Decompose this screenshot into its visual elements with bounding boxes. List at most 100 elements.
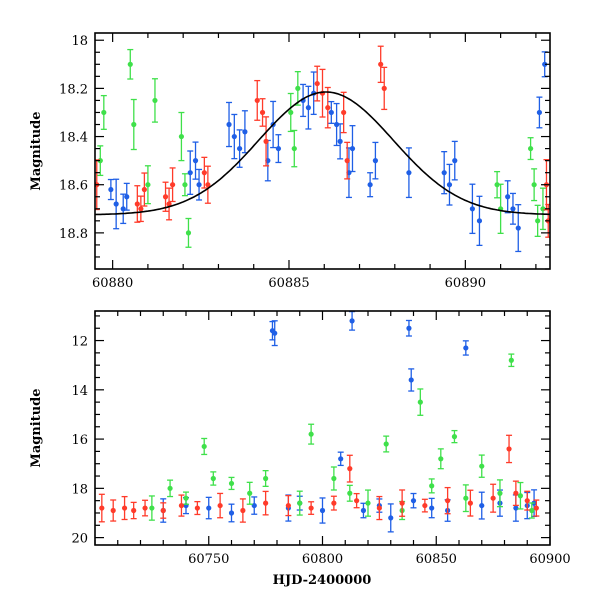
top-plot-area <box>95 45 550 253</box>
marker <box>349 145 356 152</box>
top-frame <box>94 32 551 270</box>
marker <box>406 170 412 176</box>
x-tick-label: 60800 <box>302 552 343 567</box>
marker <box>540 206 546 212</box>
green-point <box>528 502 535 519</box>
blue-point <box>192 141 199 180</box>
red-point <box>353 492 360 509</box>
marker <box>254 97 260 104</box>
marker <box>451 434 458 440</box>
blue-point <box>469 183 476 235</box>
marker <box>441 170 447 176</box>
blue-point <box>536 96 543 129</box>
marker <box>429 505 435 511</box>
green-point <box>494 170 501 199</box>
marker <box>166 201 172 207</box>
marker <box>445 498 451 504</box>
marker <box>308 431 314 437</box>
marker <box>325 105 331 111</box>
marker <box>217 502 223 509</box>
marker <box>337 138 343 144</box>
marker <box>494 182 500 188</box>
blue-point <box>515 204 522 253</box>
marker <box>101 109 107 116</box>
marker <box>528 145 534 152</box>
red-point <box>399 489 406 517</box>
marker <box>513 505 519 511</box>
red-point <box>178 494 185 517</box>
marker <box>367 182 373 188</box>
green-point <box>517 481 524 510</box>
x-tick-label: 60885 <box>268 276 309 291</box>
marker <box>201 443 207 450</box>
marker <box>376 505 382 511</box>
marker <box>185 230 192 236</box>
red-point <box>141 172 148 207</box>
marker <box>378 61 384 67</box>
marker <box>542 61 548 67</box>
blue-point <box>478 491 485 520</box>
green-point <box>417 388 424 416</box>
green-point <box>534 204 541 237</box>
marker <box>308 505 314 511</box>
green-point <box>287 92 294 133</box>
green-point <box>451 429 458 444</box>
marker <box>381 85 387 91</box>
blue-point <box>372 141 379 180</box>
blue-point <box>349 311 356 331</box>
marker <box>263 500 269 506</box>
marker <box>231 133 237 140</box>
green-point <box>100 94 107 130</box>
red-point <box>162 181 169 212</box>
red-point <box>421 498 428 513</box>
red-point <box>314 65 321 102</box>
green-point <box>127 48 134 80</box>
green-point <box>462 484 469 513</box>
green-point <box>178 111 185 162</box>
marker <box>479 502 485 509</box>
marker <box>334 121 340 128</box>
green-point <box>330 466 337 491</box>
blue-point <box>271 320 278 347</box>
marker <box>113 201 119 207</box>
marker <box>341 109 347 116</box>
marker <box>99 505 105 511</box>
green-point <box>478 454 485 478</box>
marker <box>515 225 521 231</box>
blue-point <box>120 193 127 225</box>
blue-point <box>441 151 448 195</box>
red-point <box>330 495 337 511</box>
red-point <box>262 490 269 516</box>
blue-point <box>337 451 344 467</box>
bottom-axes: 60750 60800 60850 60900 12 14 16 18 20 <box>71 311 571 567</box>
blue-point <box>228 503 235 523</box>
top-panel: 60880 60885 60890 18 18.2 18.4 18.6 18.8 Magnit… <box>29 32 551 291</box>
red-point <box>130 501 137 520</box>
marker <box>247 490 253 496</box>
marker <box>463 345 469 351</box>
marker <box>383 441 389 447</box>
marker <box>291 145 297 152</box>
green-point <box>167 479 174 498</box>
y-tick-label: 18 <box>71 34 88 49</box>
marker <box>121 505 128 511</box>
red-point <box>160 502 167 519</box>
green-point <box>531 168 538 202</box>
marker <box>237 145 243 152</box>
marker <box>338 456 344 462</box>
marker <box>134 201 140 207</box>
marker <box>314 80 320 87</box>
marker <box>506 446 512 452</box>
y-tick-label: 16 <box>71 433 88 448</box>
blue-point <box>337 123 344 160</box>
top-axes: 60880 60885 60890 18 18.2 18.4 18.6 18.8 <box>59 33 550 291</box>
marker <box>242 129 248 135</box>
marker <box>194 505 200 511</box>
marker <box>536 109 543 116</box>
marker <box>328 109 334 116</box>
marker <box>160 507 166 514</box>
blue-point <box>310 71 317 116</box>
blue-point <box>319 497 326 524</box>
blue-point <box>113 178 120 230</box>
